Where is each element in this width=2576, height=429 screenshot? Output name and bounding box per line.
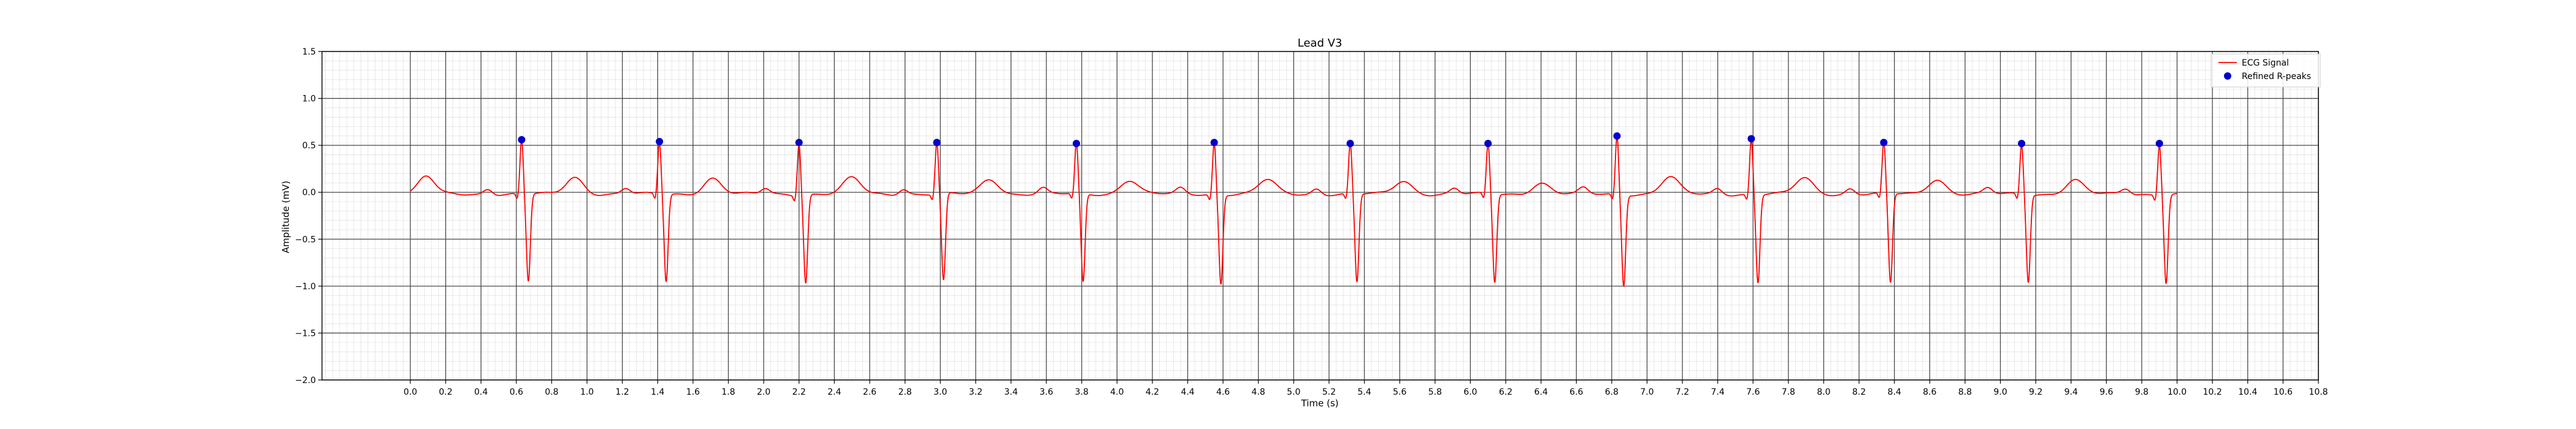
x-tick-label: 5.0 xyxy=(1287,387,1300,397)
x-tick-label: 10.0 xyxy=(2168,387,2187,397)
y-tick-label: 0.0 xyxy=(302,188,316,198)
x-tick-label: 2.2 xyxy=(792,387,806,397)
y-tick-label: −2.0 xyxy=(295,376,316,385)
minor-grid xyxy=(322,51,2319,381)
r-peak-marker xyxy=(2018,140,2026,148)
y-tick-label: −0.5 xyxy=(295,235,316,245)
x-axis-title: Time (s) xyxy=(1301,398,1339,409)
r-peak-marker xyxy=(1210,139,1218,146)
x-tick-label: 6.6 xyxy=(1570,387,1583,397)
r-peak-marker xyxy=(1613,132,1621,140)
x-tick-label: 7.0 xyxy=(1640,387,1654,397)
x-tick-label: 4.8 xyxy=(1252,387,1265,397)
r-peak-marker xyxy=(933,139,941,146)
y-tick-label: 0.5 xyxy=(302,141,316,151)
x-tick-label: 2.4 xyxy=(827,387,841,397)
r-peak-marker xyxy=(1072,140,1080,148)
x-tick-label: 9.4 xyxy=(2064,387,2078,397)
r-peak-marker xyxy=(656,138,664,146)
x-tick-label: 6.4 xyxy=(1534,387,1547,397)
x-tick-label: 9.0 xyxy=(1993,387,2007,397)
x-tick-label: 1.8 xyxy=(721,387,735,397)
x-tick-label: 4.6 xyxy=(1216,387,1230,397)
x-tick-label: 5.6 xyxy=(1393,387,1406,397)
x-tick-label: 9.6 xyxy=(2099,387,2113,397)
x-tick-label: 3.0 xyxy=(933,387,947,397)
x-tick-label: 7.4 xyxy=(1711,387,1724,397)
r-peak-marker xyxy=(1346,140,1354,148)
legend: ECG Signal Refined R-peaks xyxy=(2210,53,2321,88)
x-tick-label: 1.0 xyxy=(580,387,594,397)
legend-box xyxy=(2210,53,2321,88)
x-tick-label: 3.4 xyxy=(1004,387,1018,397)
x-tick-label: 2.6 xyxy=(863,387,876,397)
x-tick-label: 8.4 xyxy=(1888,387,1901,397)
y-tick-label: 1.5 xyxy=(302,47,316,57)
x-tick-label: 7.2 xyxy=(1676,387,1689,397)
x-tick-label: 10.8 xyxy=(2309,387,2328,397)
x-axis-ticks: 0.0 0.2 0.4 0.6 0.8 1.0 1.2 1.4 1.6 1.8 2.0 2.2 2.4 2… xyxy=(404,380,2328,397)
r-peak-markers xyxy=(518,132,2163,148)
x-tick-label: 4.4 xyxy=(1181,387,1194,397)
x-tick-label: 8.0 xyxy=(1817,387,1830,397)
y-axis-title: Amplitude (mV) xyxy=(280,181,291,253)
x-tick-label: 4.2 xyxy=(1146,387,1159,397)
major-grid xyxy=(322,51,2319,381)
r-peak-marker xyxy=(1747,135,1755,143)
y-axis-ticks: 1.5 1.0 0.5 0.0 −0.5 −1.0 −1.5 −2.0 xyxy=(295,47,322,385)
x-tick-label: 5.8 xyxy=(1428,387,1442,397)
x-tick-label: 0.4 xyxy=(474,387,488,397)
x-tick-label: 10.4 xyxy=(2238,387,2257,397)
x-tick-label: 0.6 xyxy=(510,387,523,397)
x-tick-label: 3.8 xyxy=(1075,387,1088,397)
y-tick-label: −1.5 xyxy=(295,328,316,338)
x-tick-label: 5.2 xyxy=(1322,387,1336,397)
r-peak-marker xyxy=(1880,139,1888,146)
y-tick-label: 1.0 xyxy=(302,94,316,104)
x-tick-label: 1.6 xyxy=(686,387,700,397)
legend-label-ecg-signal: ECG Signal xyxy=(2242,58,2289,68)
x-tick-label: 8.2 xyxy=(1852,387,1866,397)
x-tick-label: 1.2 xyxy=(616,387,629,397)
x-tick-label: 9.8 xyxy=(2135,387,2149,397)
x-tick-label: 7.8 xyxy=(1782,387,1795,397)
x-tick-label: 10.6 xyxy=(2274,387,2293,397)
legend-r-peak-marker xyxy=(2224,72,2231,80)
legend-label-refined-r-peaks: Refined R-peaks xyxy=(2242,72,2311,82)
x-tick-label: 6.2 xyxy=(1499,387,1512,397)
x-tick-label: 0.0 xyxy=(404,387,417,397)
x-tick-label: 6.8 xyxy=(1605,387,1619,397)
x-tick-label: 3.2 xyxy=(969,387,983,397)
r-peak-marker xyxy=(518,135,526,143)
x-tick-label: 9.2 xyxy=(2029,387,2042,397)
r-peak-marker xyxy=(2155,140,2163,148)
x-tick-label: 5.4 xyxy=(1357,387,1371,397)
x-tick-label: 0.8 xyxy=(545,387,558,397)
x-tick-label: 2.8 xyxy=(898,387,911,397)
ecg-signal-layer xyxy=(410,136,2177,287)
r-peak-marker xyxy=(795,139,803,146)
x-tick-label: 10.2 xyxy=(2203,387,2222,397)
y-tick-label: −1.0 xyxy=(295,282,316,292)
x-tick-label: 0.2 xyxy=(439,387,453,397)
r-peak-marker xyxy=(1484,140,1492,148)
x-tick-label: 1.4 xyxy=(651,387,664,397)
x-tick-label: 8.6 xyxy=(1923,387,1936,397)
x-tick-label: 2.0 xyxy=(757,387,770,397)
x-tick-label: 3.6 xyxy=(1040,387,1053,397)
x-tick-label: 4.0 xyxy=(1110,387,1124,397)
chart-title: Lead V3 xyxy=(1298,37,1343,50)
x-tick-label: 7.6 xyxy=(1746,387,1760,397)
ecg-signal-line xyxy=(410,136,2177,287)
x-tick-label: 8.8 xyxy=(1958,387,1972,397)
plot-frame xyxy=(321,51,2319,381)
x-tick-label: 6.0 xyxy=(1463,387,1477,397)
